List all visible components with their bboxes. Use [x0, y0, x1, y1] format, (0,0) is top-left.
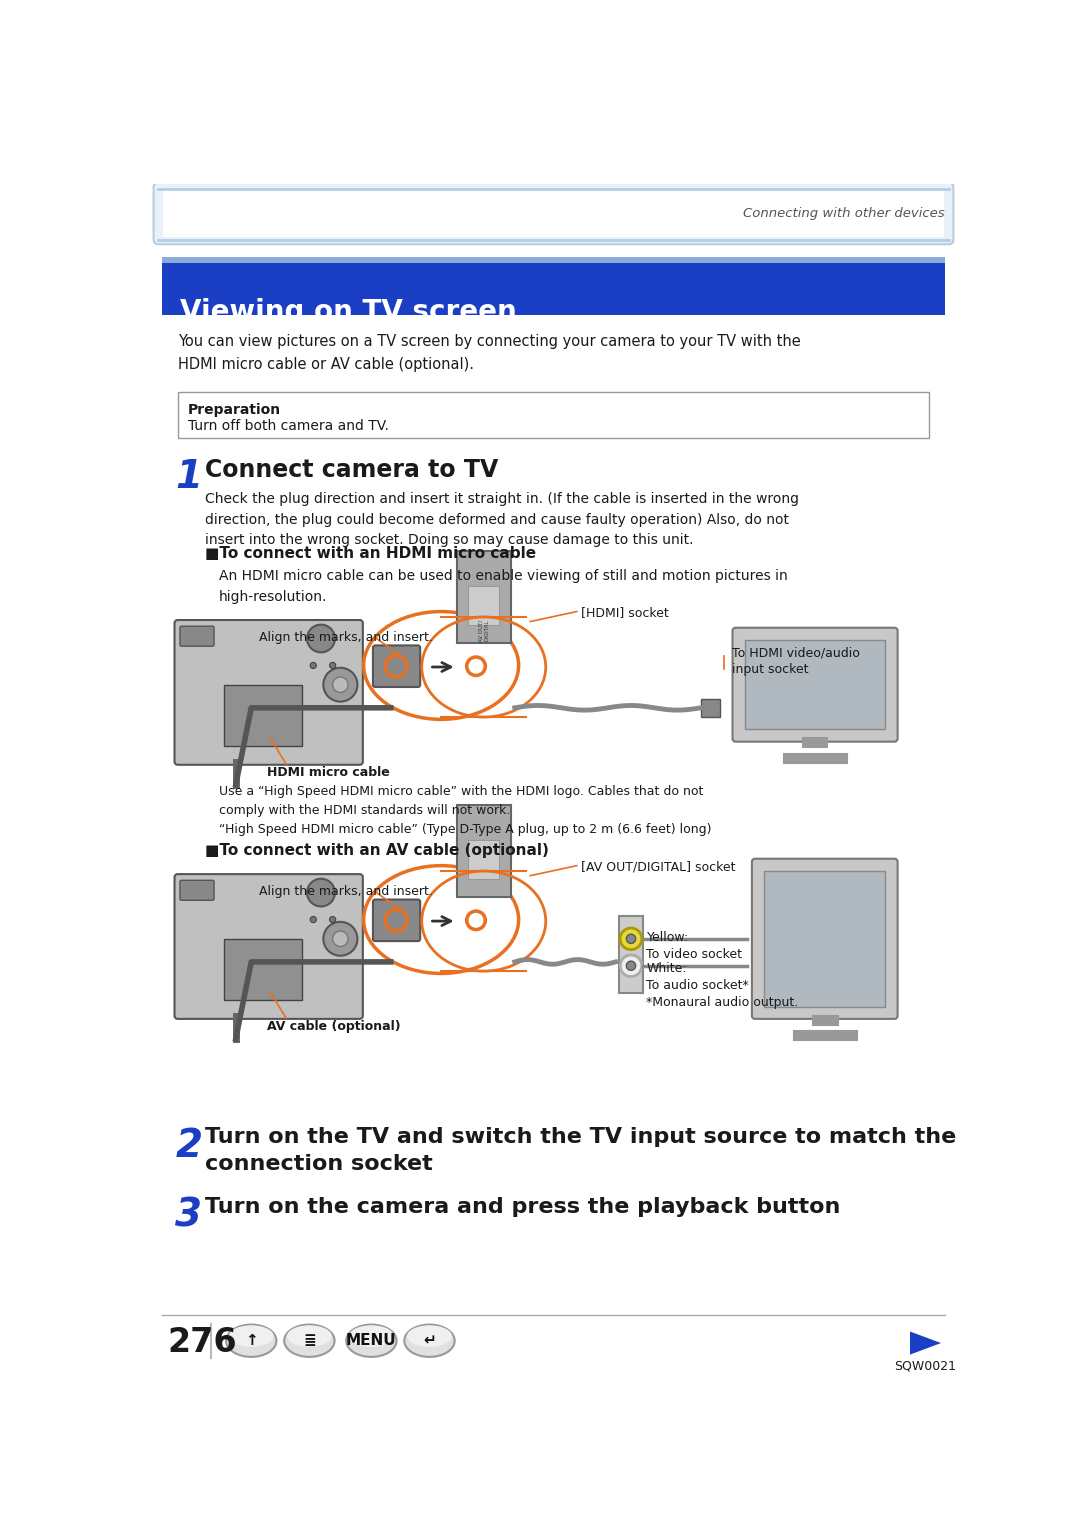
Text: ≣: ≣	[303, 1334, 315, 1348]
Text: ■To connect with an AV cable (optional): ■To connect with an AV cable (optional)	[205, 843, 549, 858]
Text: ■To connect with an HDMI micro cable: ■To connect with an HDMI micro cable	[205, 546, 536, 562]
Text: Align the marks, and insert.: Align the marks, and insert.	[259, 631, 433, 643]
FancyBboxPatch shape	[752, 858, 897, 1019]
Text: You can view pictures on a TV screen by connecting your camera to your TV with t: You can view pictures on a TV screen by …	[177, 335, 800, 371]
Text: 3: 3	[175, 1197, 202, 1234]
Circle shape	[329, 663, 336, 669]
Bar	[469, 840, 499, 878]
FancyBboxPatch shape	[175, 873, 363, 1019]
Text: Align the marks, and insert.: Align the marks, and insert.	[259, 884, 433, 898]
Text: An HDMI micro cable can be used to enable viewing of still and motion pictures i: An HDMI micro cable can be used to enabl…	[218, 569, 787, 603]
Bar	[457, 804, 511, 898]
FancyArrowPatch shape	[432, 916, 450, 926]
Ellipse shape	[347, 1325, 396, 1357]
Ellipse shape	[226, 1325, 276, 1357]
Circle shape	[333, 677, 348, 692]
Text: Turn off both camera and TV.: Turn off both camera and TV.	[188, 419, 389, 433]
Circle shape	[310, 916, 316, 923]
FancyBboxPatch shape	[153, 183, 954, 244]
Circle shape	[323, 668, 357, 701]
Ellipse shape	[349, 1325, 394, 1346]
Text: AV OUT/
DIGITAL: AV OUT/ DIGITAL	[478, 619, 489, 642]
Polygon shape	[910, 1331, 941, 1354]
Text: Turn on the TV and switch the TV input source to match the
connection socket: Turn on the TV and switch the TV input s…	[205, 1127, 956, 1174]
FancyBboxPatch shape	[180, 880, 214, 901]
Ellipse shape	[404, 1325, 455, 1357]
FancyBboxPatch shape	[373, 645, 420, 688]
Circle shape	[333, 932, 348, 947]
Text: Viewing on TV screen: Viewing on TV screen	[180, 298, 516, 325]
Text: HDMI micro cable: HDMI micro cable	[267, 766, 390, 778]
Text: Connecting with other devices: Connecting with other devices	[743, 207, 945, 220]
Text: [AV OUT/DIGITAL] socket: [AV OUT/DIGITAL] socket	[581, 860, 735, 873]
Ellipse shape	[407, 1325, 451, 1346]
Text: 276: 276	[167, 1326, 238, 1358]
FancyBboxPatch shape	[373, 900, 420, 941]
Bar	[619, 916, 643, 993]
Bar	[163, 190, 944, 236]
Ellipse shape	[284, 1325, 335, 1357]
Text: ↵: ↵	[423, 1334, 436, 1348]
Circle shape	[620, 955, 642, 976]
Text: Connect camera to TV: Connect camera to TV	[205, 457, 498, 482]
Circle shape	[620, 929, 642, 950]
Text: [HDMI] socket: [HDMI] socket	[581, 606, 669, 619]
Bar	[765, 870, 886, 1007]
Ellipse shape	[229, 1325, 273, 1346]
Ellipse shape	[287, 1325, 332, 1346]
Text: AV cable (optional): AV cable (optional)	[267, 1019, 401, 1033]
FancyBboxPatch shape	[732, 628, 897, 741]
Text: Preparation: Preparation	[188, 402, 281, 418]
Text: 1: 1	[175, 457, 202, 496]
Text: MENU: MENU	[346, 1334, 396, 1348]
Bar	[177, 391, 930, 439]
Text: White:
To audio socket*
*Monaural audio output.: White: To audio socket* *Monaural audio …	[647, 962, 799, 1008]
Text: 2: 2	[175, 1127, 202, 1165]
Bar	[162, 262, 945, 315]
Bar	[225, 685, 301, 746]
Text: SQW0021: SQW0021	[894, 1360, 957, 1372]
Text: Yellow:
To video socket: Yellow: To video socket	[647, 932, 743, 961]
Circle shape	[310, 663, 316, 669]
Circle shape	[626, 961, 636, 970]
Text: ↑: ↑	[245, 1334, 258, 1348]
Text: Check the plug direction and insert it straight in. (If the cable is inserted in: Check the plug direction and insert it s…	[205, 493, 799, 548]
Bar	[457, 551, 511, 643]
Circle shape	[307, 878, 335, 907]
Text: Turn on the camera and press the playback button: Turn on the camera and press the playbac…	[205, 1197, 840, 1217]
Text: Use a “High Speed HDMI micro cable” with the HDMI logo. Cables that do not
compl: Use a “High Speed HDMI micro cable” with…	[218, 784, 712, 835]
Bar	[225, 939, 301, 1001]
Bar	[745, 640, 886, 729]
Text: To HDMI video/audio
input socket: To HDMI video/audio input socket	[732, 646, 860, 677]
Circle shape	[323, 923, 357, 956]
Bar	[701, 698, 720, 717]
Bar	[162, 256, 945, 262]
FancyBboxPatch shape	[180, 626, 214, 646]
FancyBboxPatch shape	[175, 620, 363, 764]
FancyArrowPatch shape	[432, 663, 450, 671]
Circle shape	[626, 935, 636, 944]
Bar	[469, 586, 499, 625]
Circle shape	[329, 916, 336, 923]
Circle shape	[307, 625, 335, 652]
